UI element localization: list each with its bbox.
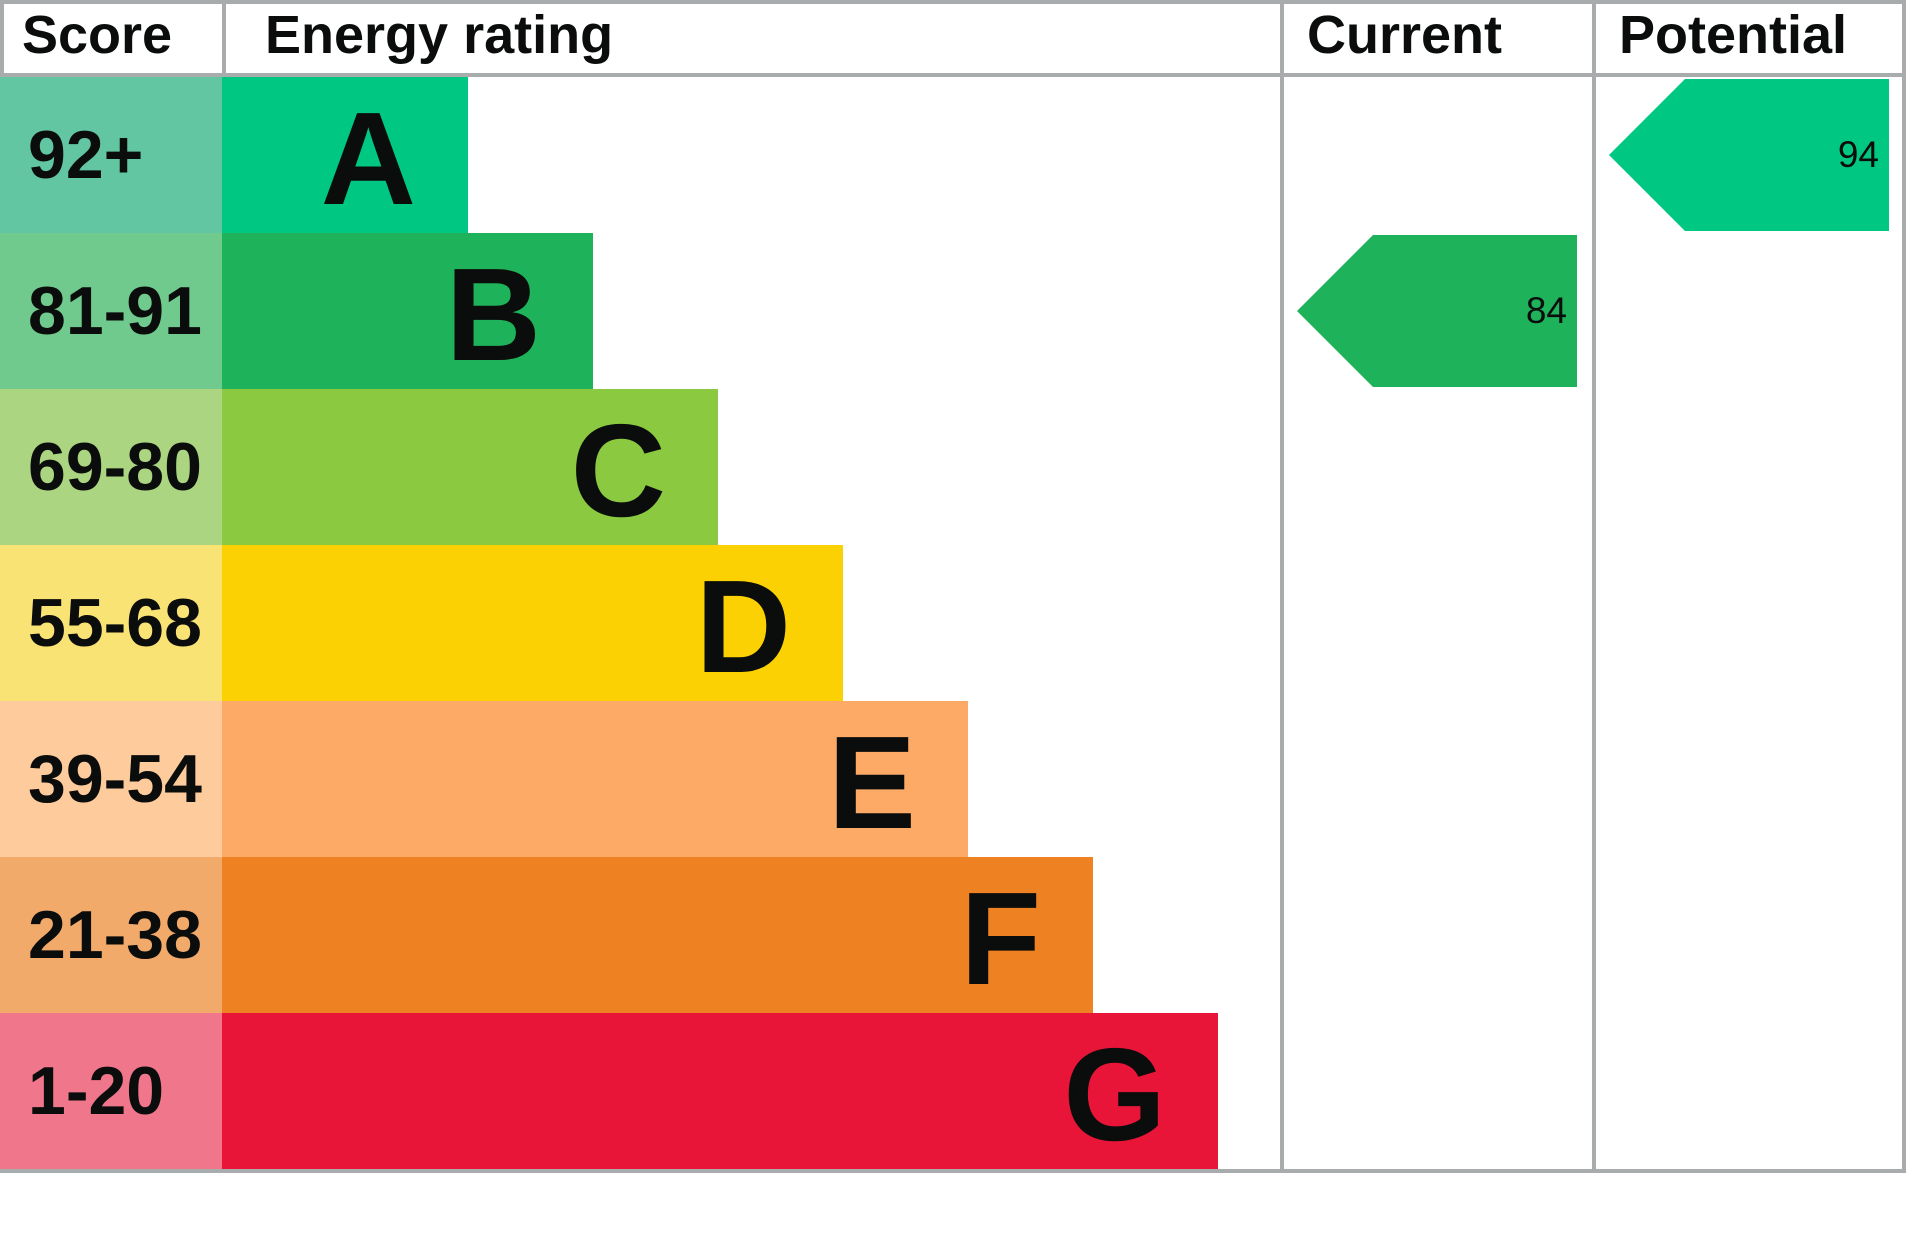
rating-row-f: 21-38 F — [0, 857, 1906, 1013]
band-letter-g: G — [1063, 1021, 1166, 1168]
band-letter-b: B — [445, 241, 541, 388]
band-letter-a: A — [320, 85, 416, 232]
band-bar-e: E — [222, 701, 968, 857]
band-letter-e: E — [827, 709, 916, 856]
band-letter-f: F — [960, 865, 1041, 1012]
rating-row-a: 92+ A — [0, 77, 1906, 233]
band-letter-c: C — [570, 397, 666, 544]
table-right-border — [1902, 77, 1906, 1173]
band-bar-a: A — [222, 77, 468, 233]
rating-bands: 92+ A 81-91 B 69-80 C 55-68 D 39-54 — [0, 77, 1906, 1169]
potential-rating-value: 94 — [1837, 134, 1879, 175]
band-bar-c: C — [222, 389, 718, 545]
rating-row-d: 55-68 D — [0, 545, 1906, 701]
score-range-label-d: 55-68 — [0, 545, 222, 701]
score-range-label-a: 92+ — [0, 77, 222, 233]
table-bottom-border — [0, 1169, 1906, 1173]
score-range-label-f: 21-38 — [0, 857, 222, 1013]
current-column-header: Current — [1280, 0, 1596, 77]
band-letter-d: D — [695, 553, 791, 700]
energy-rating-column-header: Energy rating — [222, 0, 1284, 77]
current-column-left-divider — [1280, 77, 1284, 1173]
rating-row-b: 81-91 B — [0, 233, 1906, 389]
rating-row-e: 39-54 E — [0, 701, 1906, 857]
score-range-label-c: 69-80 — [0, 389, 222, 545]
score-range-label-g: 1-20 — [0, 1013, 222, 1169]
score-range-label-e: 39-54 — [0, 701, 222, 857]
potential-column-left-divider — [1592, 77, 1596, 1173]
band-bar-g: G — [222, 1013, 1218, 1169]
potential-column-header: Potential — [1592, 0, 1906, 77]
score-range-label-b: 81-91 — [0, 233, 222, 389]
current-rating-value: 84 — [1525, 290, 1567, 331]
band-bar-b: B — [222, 233, 593, 389]
band-bar-f: F — [222, 857, 1093, 1013]
rating-row-g: 1-20 G — [0, 1013, 1906, 1169]
band-bar-d: D — [222, 545, 843, 701]
score-column-header: Score — [0, 0, 226, 77]
rating-row-c: 69-80 C — [0, 389, 1906, 545]
